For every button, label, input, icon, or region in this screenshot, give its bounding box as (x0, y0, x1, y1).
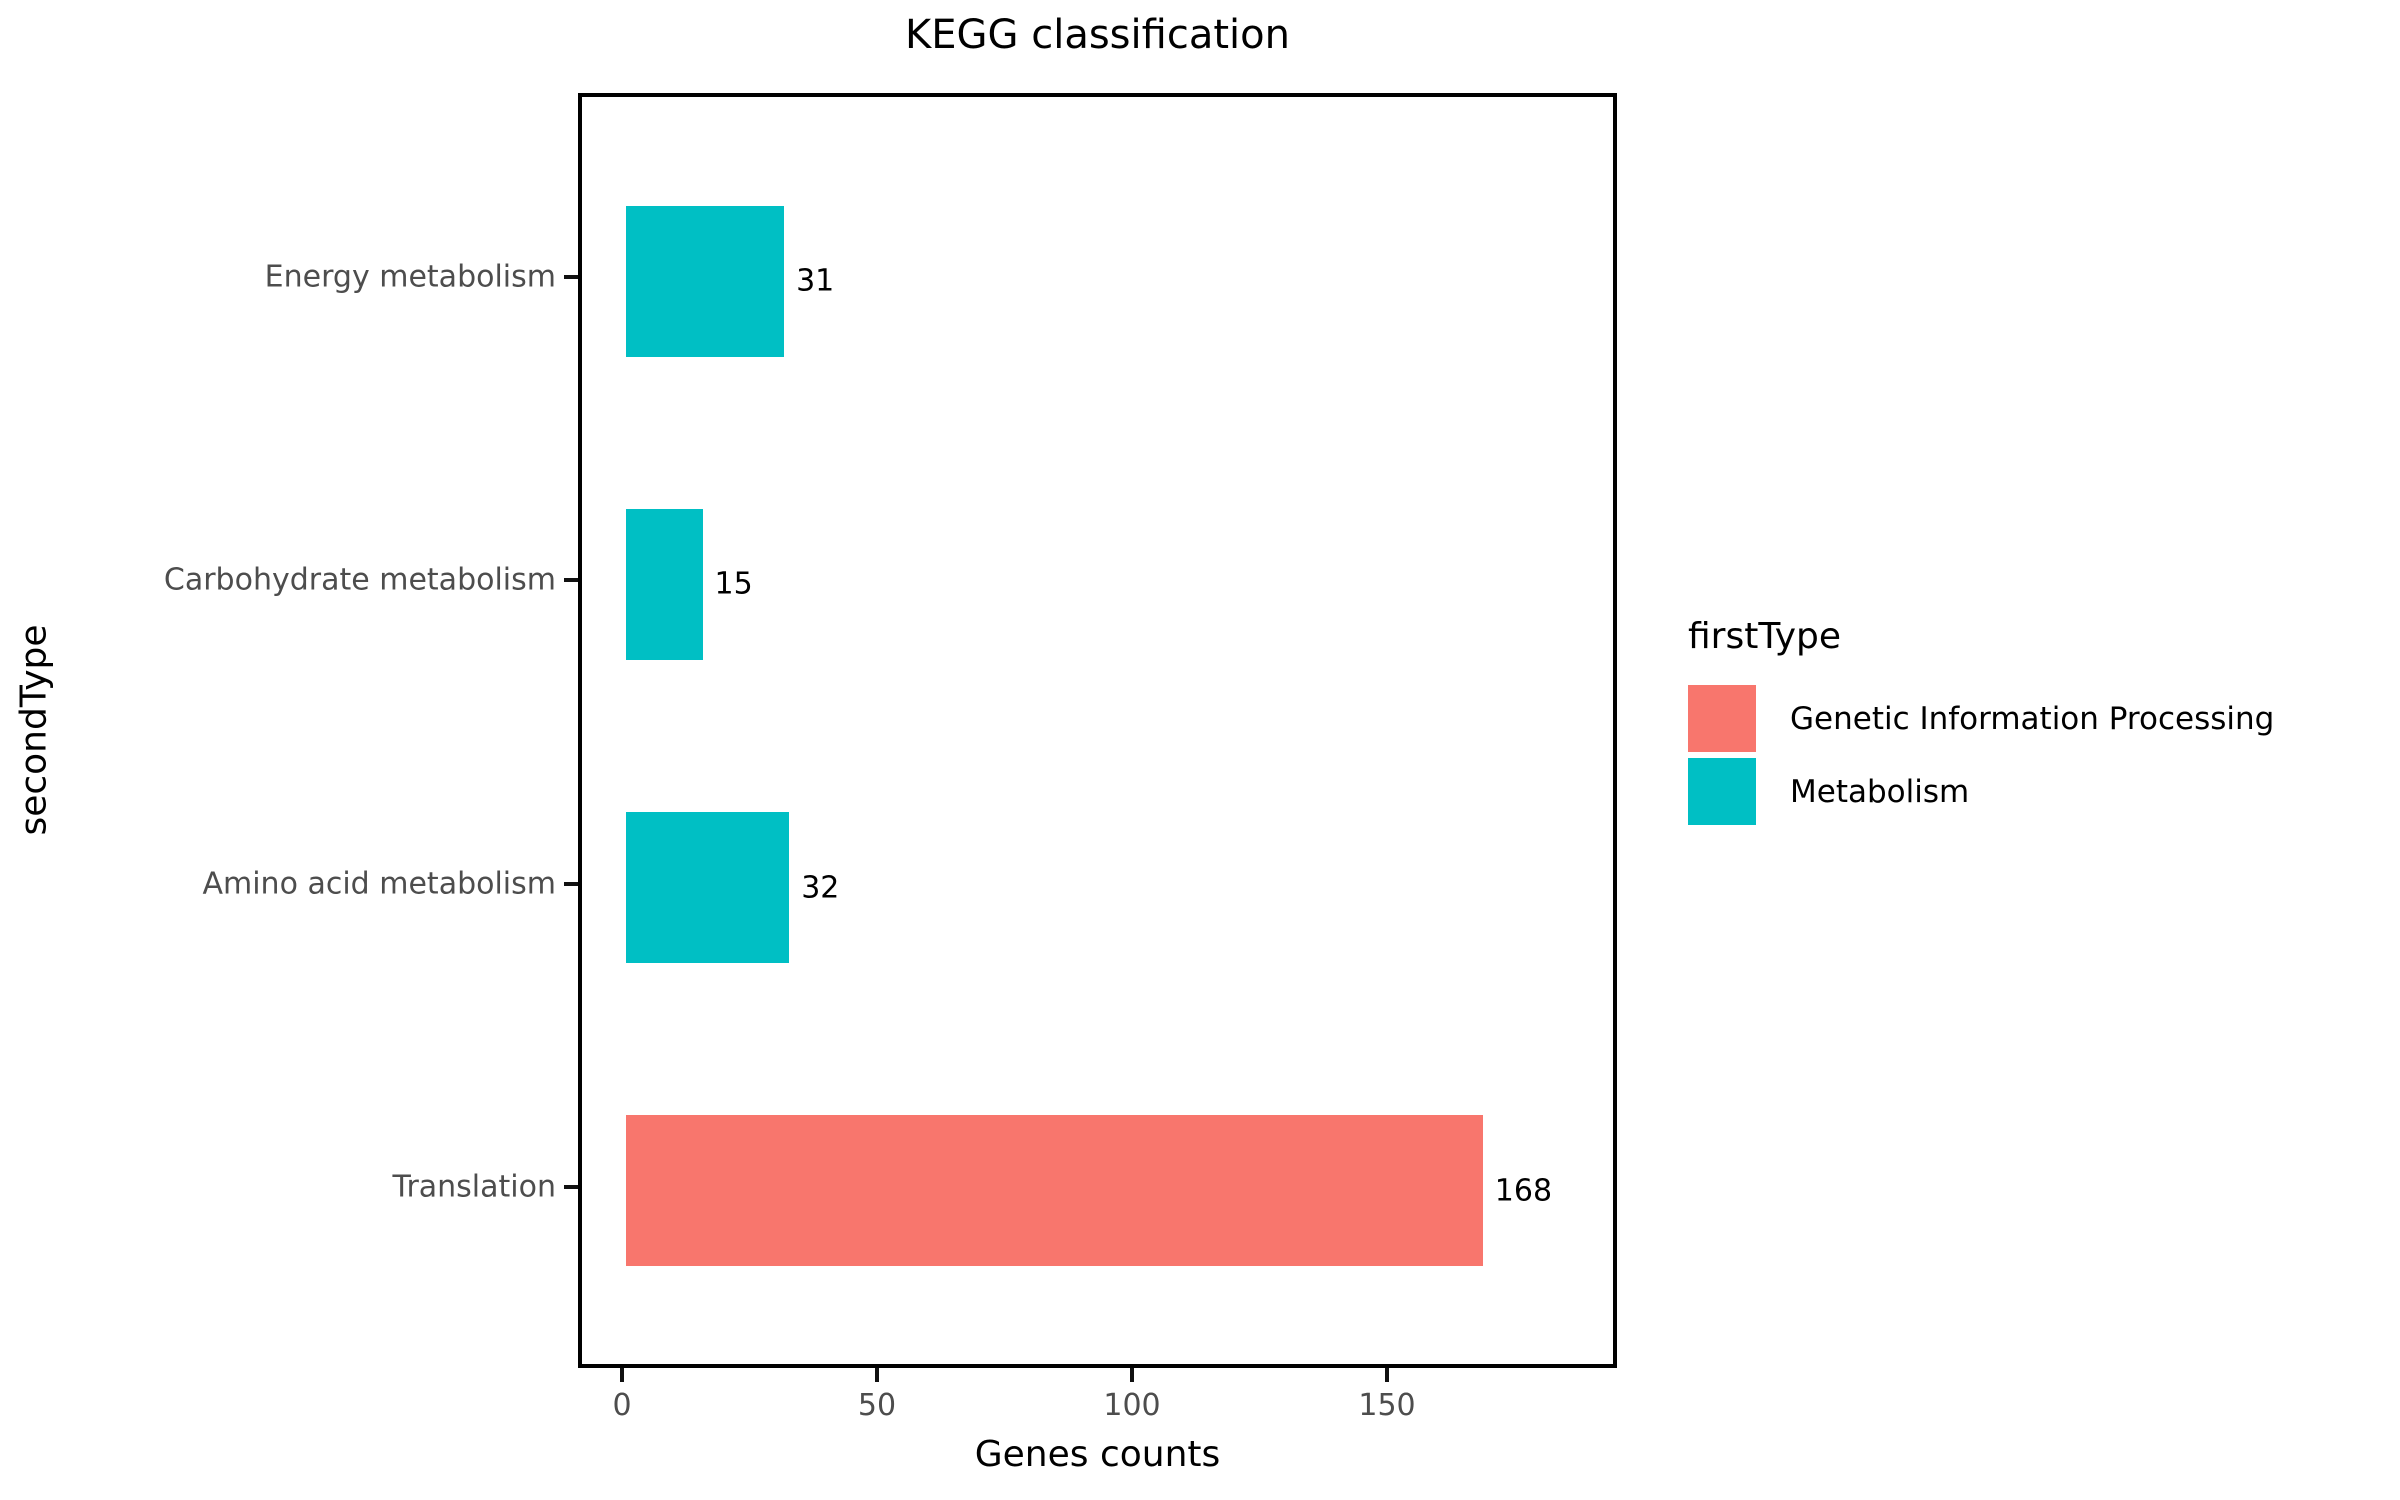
legend-title: firstType (1688, 616, 1842, 657)
bar (626, 812, 790, 964)
x-axis-title: Genes counts (974, 1434, 1221, 1475)
bar-value-label: 168 (1494, 1173, 1553, 1209)
x-tick-mark (1130, 1368, 1134, 1382)
legend-entry: Genetic Information Processing (1688, 685, 2274, 752)
x-tick-mark (875, 1368, 879, 1382)
y-tick-mark (564, 275, 578, 279)
y-tick-mark (564, 1184, 578, 1189)
x-tick-mark (1385, 1368, 1389, 1382)
legend: firstType Genetic Information Processing… (1688, 616, 2274, 831)
chart-title: KEGG classification (905, 12, 1290, 58)
bar (626, 508, 703, 660)
plot-panel: 31 15 32 168 (578, 93, 1617, 1368)
y-tick-label: Translation (392, 1169, 556, 1205)
x-tick-mark (620, 1368, 624, 1382)
legend-label: Genetic Information Processing (1790, 700, 2275, 737)
bar (626, 205, 785, 357)
bar (626, 1115, 1483, 1267)
legend-label: Metabolism (1790, 773, 1970, 810)
y-axis-title: secondType (13, 624, 55, 836)
y-tick-label: Energy metabolism (264, 259, 556, 295)
legend-swatch (1688, 758, 1756, 825)
x-tick-label: 100 (1103, 1388, 1161, 1423)
legend-entries: Genetic Information Processing Metabolism (1688, 685, 2274, 825)
x-tick-label: 50 (857, 1388, 897, 1423)
y-tick-mark (564, 881, 578, 886)
legend-swatch (1688, 685, 1756, 752)
y-tick-mark (564, 578, 578, 583)
x-tick-label: 0 (612, 1388, 632, 1423)
x-tick-label: 150 (1358, 1388, 1416, 1423)
y-tick-label: Amino acid metabolism (202, 866, 556, 902)
bar-value-label: 32 (801, 870, 840, 906)
legend-entry: Metabolism (1688, 758, 2274, 825)
bar-value-label: 15 (714, 566, 753, 602)
y-tick-label: Carbohydrate metabolism (163, 562, 556, 598)
bar-value-label: 31 (796, 263, 835, 299)
